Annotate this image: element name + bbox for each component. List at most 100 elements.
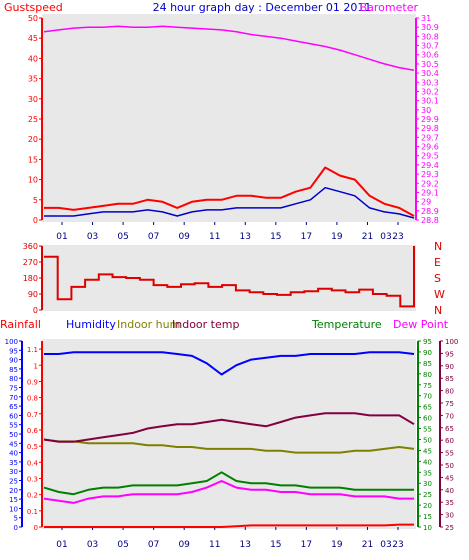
compass-label: N xyxy=(434,240,442,253)
temp-tick-label: 20 xyxy=(423,502,432,510)
gust-axis: 0 5 10 15 20 25 30 35 40 45 50 xyxy=(28,14,43,225)
baro-tick-label: 28.8 xyxy=(421,216,439,225)
humidity-tick-label: 95 xyxy=(9,347,18,355)
temp-tick-label: 40 xyxy=(423,458,432,466)
panel-3-labels: Rainfall Humidity Indoor hum Indoor temp… xyxy=(0,318,449,331)
gust-tick-label: 45 xyxy=(28,34,38,43)
rain-tick-label: 0.5 xyxy=(27,443,38,451)
baro-tick-label: 29.3 xyxy=(421,170,439,179)
series-dew-point xyxy=(43,480,414,504)
series-wind-direction xyxy=(44,246,415,308)
x-tick-label: 09 xyxy=(178,232,190,242)
gust-tick-label: 50 xyxy=(28,14,38,23)
series-gustspeed xyxy=(44,166,415,217)
label-indoor-hum: Indoor hum xyxy=(117,318,180,331)
humidity-tick-label: 75 xyxy=(9,385,18,393)
humidity-tick-label: 70 xyxy=(9,394,18,402)
gust-tick-label: 5 xyxy=(33,196,38,205)
x-tick-label: 21 xyxy=(362,540,373,550)
panel-humidity-temp: 0510152025303540455055606570758085909510… xyxy=(5,338,459,550)
compass-label: S xyxy=(434,272,441,285)
humidity-tick-label: 85 xyxy=(9,366,18,374)
temp-tick-label: 90 xyxy=(423,349,432,357)
label-rainfall: Rainfall xyxy=(0,318,41,331)
indoor-temp-tick-label: 35 xyxy=(445,499,454,507)
label-temperature: Temperature xyxy=(311,318,382,331)
series-indoor-hum xyxy=(43,438,415,454)
panel-3-axes: 0510152025303540455055606570758085909510… xyxy=(5,338,459,532)
baro-tick-label: 29 xyxy=(421,198,431,207)
baro-tick-label: 30.1 xyxy=(421,97,439,106)
baro-tick-label: 30.6 xyxy=(421,51,439,60)
humidity-tick-label: 100 xyxy=(5,338,18,346)
temp-tick-label: 95 xyxy=(423,338,432,346)
temp-tick-label: 75 xyxy=(423,382,432,390)
panel-1-series xyxy=(43,25,415,219)
panel-2-series xyxy=(44,246,415,308)
x-tick-label: 03 xyxy=(87,540,98,550)
gust-tick-label: 30 xyxy=(28,95,38,104)
indoor-temp-tick-label: 30 xyxy=(445,512,454,520)
series-humidity xyxy=(44,351,415,376)
temp-tick-label: 25 xyxy=(423,491,432,499)
x-tick-label-03: 03 xyxy=(380,540,391,550)
baro-tick-label: 29.9 xyxy=(421,115,439,124)
baro-tick-label: 29.1 xyxy=(421,188,439,197)
plot-area-1 xyxy=(42,14,416,222)
indoor-temp-tick-label: 70 xyxy=(445,412,454,420)
baro-tick-label: 30 xyxy=(421,106,431,115)
x-tick-label: 17 xyxy=(301,232,312,242)
dir-tick-label: 360 xyxy=(23,242,38,251)
x-tick-label: 23 xyxy=(392,540,403,550)
rain-tick-label: 0.1 xyxy=(27,508,38,516)
x-tick-label: 01 xyxy=(56,540,67,550)
indoor-temp-tick-label: 95 xyxy=(445,350,454,358)
temp-tick-label: 60 xyxy=(423,415,432,423)
x-tick-label: 05 xyxy=(117,540,128,550)
humidity-tick-label: 80 xyxy=(9,375,18,383)
indoor-temp-tick-label: 90 xyxy=(445,363,454,371)
gust-tick-label: 0 xyxy=(33,216,38,225)
x-tick-label: 07 xyxy=(148,540,159,550)
indoor-temp-tick-label: 45 xyxy=(445,474,454,482)
gust-tick-label: 15 xyxy=(28,155,38,164)
temp-tick-label: 70 xyxy=(423,393,432,401)
gust-tick-label: 10 xyxy=(28,176,38,185)
plot-area-2 xyxy=(42,245,416,311)
dir-tick-label: 270 xyxy=(23,258,38,267)
humidity-tick-label: 35 xyxy=(9,459,18,467)
baro-tick-label: 29.4 xyxy=(421,161,439,170)
rain-tick-label: 0.2 xyxy=(27,492,38,500)
x-tick-label: 19 xyxy=(331,540,343,550)
baro-axis: 28.828.92929.129.229.329.429.529.629.729… xyxy=(415,14,439,225)
humidity-tick-label: 5 xyxy=(14,515,18,523)
plot-area-3 xyxy=(42,339,416,529)
indoor-temp-tick-label: 65 xyxy=(445,425,454,433)
temp-tick-label: 30 xyxy=(423,480,432,488)
x-tick-label: 21 xyxy=(362,232,373,242)
baro-tick-label: 30.8 xyxy=(421,32,439,41)
humidity-tick-label: 10 xyxy=(9,505,18,513)
series-indoor-temp xyxy=(43,412,415,443)
humidity-tick-label: 25 xyxy=(9,478,18,486)
humidity-tick-label: 50 xyxy=(9,431,18,439)
humidity-tick-label: 0 xyxy=(14,524,18,532)
label-dew-point: Dew Point xyxy=(393,318,449,331)
compass-label: W xyxy=(434,288,445,301)
temp-tick-label: 50 xyxy=(423,436,432,444)
header-left: Gustspeed xyxy=(4,1,63,14)
series-rainfall xyxy=(44,523,414,528)
gust-tick-label: 40 xyxy=(28,54,38,63)
rain-tick-label: 0.6 xyxy=(27,427,39,435)
rain-tick-label: 0.4 xyxy=(27,459,39,467)
header-right: Barometer xyxy=(360,1,419,14)
baro-tick-label: 30.9 xyxy=(421,23,439,32)
indoor-temp-tick-label: 40 xyxy=(445,487,454,495)
dir-tick-label: 180 xyxy=(23,274,38,283)
baro-tick-label: 29.7 xyxy=(421,133,439,142)
humidity-tick-label: 60 xyxy=(9,412,18,420)
